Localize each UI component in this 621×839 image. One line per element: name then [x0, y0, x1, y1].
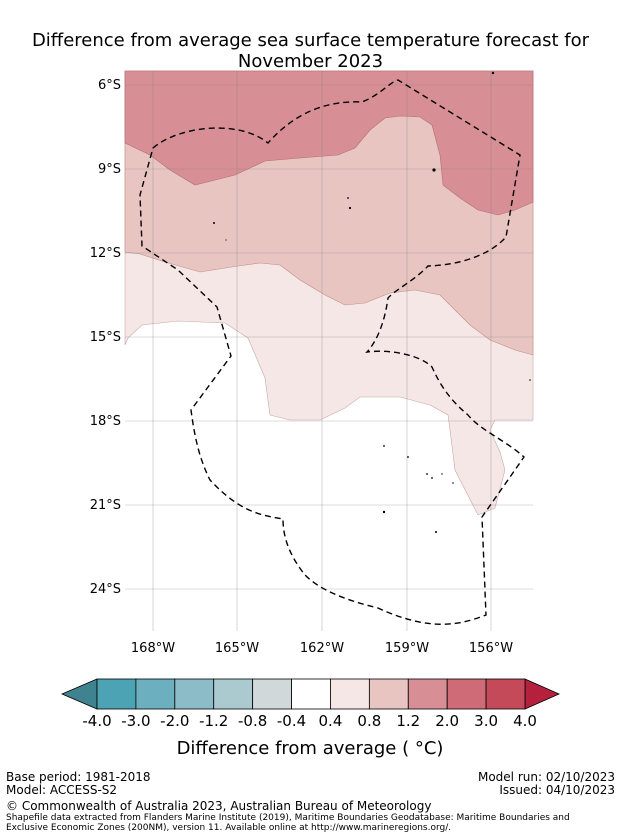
lat-label: 12°S: [90, 246, 121, 261]
colorbar-tick-label: -3.0: [121, 712, 150, 730]
lat-label: 9°S: [98, 162, 121, 177]
lat-label: 21°S: [90, 498, 121, 513]
colorbar-segment: [213, 678, 254, 710]
colorbar: -4.0 -3.0 -2.0 -1.2 -0.8 -0.4 0.4 0.8 1.2 2.0 3.0 4…: [60, 678, 560, 730]
colorbar-tick-label: -4.0: [82, 712, 111, 730]
model-run-date: Model run: 02/10/2023: [477, 770, 615, 784]
lon-label: 162°W: [300, 641, 344, 656]
eez-boundary-dashed: [139, 79, 525, 625]
lon-label: 156°W: [469, 641, 513, 656]
map-title-line-2: November 2023: [237, 51, 384, 72]
colorbar-segment: [330, 678, 370, 710]
colorbar-tick-label: 4.0: [513, 712, 537, 730]
colorbar-tick-label: 0.8: [357, 712, 381, 730]
latitude-labels: 6°S 9°S 12°S 15°S 18°S 21°S 24°S: [90, 78, 121, 597]
colorbar-segment: [446, 678, 487, 710]
longitude-labels: 168°W 165°W 162°W 159°W 156°W: [131, 641, 513, 656]
shapefile-credit-line-1: Shapefile data extracted from Flanders M…: [6, 813, 570, 823]
model-name: Model: ACCESS-S2: [6, 783, 118, 797]
map-gridlines: [125, 71, 533, 631]
lat-label: 18°S: [90, 414, 121, 429]
colorbar-segment: [135, 678, 176, 710]
colorbar-tick-label: 3.0: [474, 712, 498, 730]
colorbar-tick-label: 1.2: [396, 712, 420, 730]
colorbar-over-extension: [524, 678, 560, 710]
islands: [213, 71, 531, 533]
lon-label: 159°W: [385, 641, 429, 656]
colorbar-tick-label: -2.0: [160, 712, 189, 730]
anomaly-band-1.2-2.0: [124, 70, 534, 216]
copyright-notice: © Commonwealth of Australia 2023, Austra…: [6, 799, 432, 813]
lat-label: 24°S: [90, 582, 121, 597]
colorbar-segment: [96, 678, 137, 710]
lat-label: 6°S: [98, 78, 121, 93]
colorbar-tick-label: -0.8: [238, 712, 267, 730]
colorbar-label: Difference from average ( °C): [177, 738, 444, 759]
colorbar-segment: [407, 678, 448, 710]
colorbar-segment: [291, 678, 331, 710]
colorbar-segment: [485, 678, 526, 710]
colorbar-segment: [174, 678, 215, 710]
colorbar-tick-label: -0.4: [277, 712, 306, 730]
map-title-line-1: Difference from average sea surface temp…: [31, 30, 590, 51]
colorbar-under-extension: [60, 678, 98, 710]
lat-label: 15°S: [90, 330, 121, 345]
base-period: Base period: 1981-2018: [6, 770, 151, 784]
lon-label: 165°W: [215, 641, 259, 656]
shapefile-credit-line-2: Exclusive Economic Zones (200NM), versio…: [6, 823, 452, 833]
colorbar-segment: [368, 678, 409, 710]
colorbar-tick-label: -1.2: [199, 712, 228, 730]
colorbar-segment: [252, 678, 292, 710]
colorbar-tick-label: 0.4: [319, 712, 343, 730]
issued-date: Issued: 04/10/2023: [499, 783, 615, 797]
lon-label: 168°W: [131, 641, 175, 656]
colorbar-tick-label: 2.0: [435, 712, 459, 730]
